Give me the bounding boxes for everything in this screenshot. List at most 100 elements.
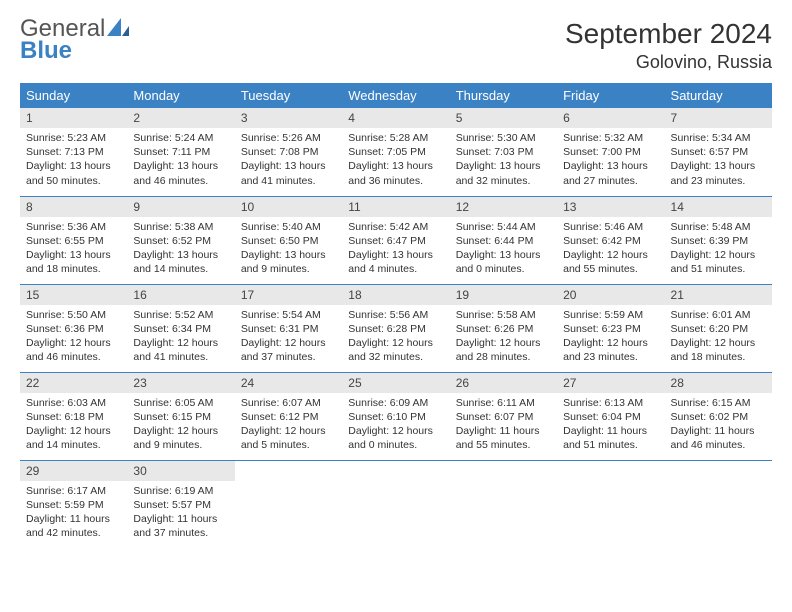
daylight-text: Daylight: 11 hours and 46 minutes. — [671, 424, 766, 452]
day-body: Sunrise: 6:15 AMSunset: 6:02 PMDaylight:… — [665, 393, 772, 457]
calendar-cell: 17Sunrise: 5:54 AMSunset: 6:31 PMDayligh… — [235, 284, 342, 372]
calendar-cell: 30Sunrise: 6:19 AMSunset: 5:57 PMDayligh… — [127, 460, 234, 548]
calendar-cell: 12 Sunrise: 5:44 AMSunset: 6:44 PMDayligh… — [450, 196, 557, 284]
calendar-cell: 21Sunrise: 6:01 AMSunset: 6:20 PMDayligh… — [665, 284, 772, 372]
daylight-text: Daylight: 12 hours and 0 minutes. — [348, 424, 443, 452]
sunset-text: Sunset: 6:02 PM — [671, 410, 766, 424]
sunset-text: Sunset: 6:15 PM — [133, 410, 228, 424]
day-number: 29 — [20, 461, 127, 481]
day-number: 30 — [127, 461, 234, 481]
calendar-cell: 19Sunrise: 5:58 AMSunset: 6:26 PMDayligh… — [450, 284, 557, 372]
sunset-text: Sunset: 7:08 PM — [241, 145, 336, 159]
day-number: 4 — [342, 108, 449, 128]
daylight-text: Daylight: 13 hours and 14 minutes. — [133, 248, 228, 276]
day-number: 12 — [450, 197, 557, 217]
day-number: 24 — [235, 373, 342, 393]
sunrise-text: Sunrise: 5:30 AM — [456, 131, 551, 145]
day-number: 1 — [20, 108, 127, 128]
sunset-text: Sunset: 7:03 PM — [456, 145, 551, 159]
day-number: 3 — [235, 108, 342, 128]
day-number: 11 — [342, 197, 449, 217]
sunset-text: Sunset: 7:00 PM — [563, 145, 658, 159]
sunrise-text: Sunrise: 6:11 AM — [456, 396, 551, 410]
calendar-cell: 13Sunrise: 5:46 AMSunset: 6:42 PMDayligh… — [557, 196, 664, 284]
logo-line2: Blue — [20, 37, 72, 64]
sunrise-text: Sunrise: 6:01 AM — [671, 308, 766, 322]
calendar-cell: 2Sunrise: 5:24 AMSunset: 7:11 PMDaylight… — [127, 108, 234, 196]
daylight-text: Daylight: 12 hours and 51 minutes. — [671, 248, 766, 276]
daylight-text: Daylight: 13 hours and 0 minutes. — [456, 248, 551, 276]
sunrise-text: Sunrise: 5:26 AM — [241, 131, 336, 145]
calendar-cell: 25Sunrise: 6:09 AMSunset: 6:10 PMDayligh… — [342, 372, 449, 460]
day-number: 15 — [20, 285, 127, 305]
calendar-cell: 28Sunrise: 6:15 AMSunset: 6:02 PMDayligh… — [665, 372, 772, 460]
day-number: 23 — [127, 373, 234, 393]
weekday-header: Tuesday — [235, 83, 342, 108]
sunset-text: Sunset: 5:59 PM — [26, 498, 121, 512]
weekday-header: Friday — [557, 83, 664, 108]
sunrise-text: Sunrise: 5:44 AM — [456, 220, 551, 234]
day-body: Sunrise: 6:09 AMSunset: 6:10 PMDaylight:… — [342, 393, 449, 457]
sunrise-text: Sunrise: 6:05 AM — [133, 396, 228, 410]
calendar-cell: 14Sunrise: 5:48 AMSunset: 6:39 PMDayligh… — [665, 196, 772, 284]
day-body: Sunrise: 6:01 AMSunset: 6:20 PMDaylight:… — [665, 305, 772, 369]
sunset-text: Sunset: 6:44 PM — [456, 234, 551, 248]
sunset-text: Sunset: 6:50 PM — [241, 234, 336, 248]
day-body: Sunrise: 5:52 AMSunset: 6:34 PMDaylight:… — [127, 305, 234, 369]
calendar-cell: 8Sunrise: 5:36 AMSunset: 6:55 PMDaylight… — [20, 196, 127, 284]
calendar-cell: 4Sunrise: 5:28 AMSunset: 7:05 PMDaylight… — [342, 108, 449, 196]
day-body: Sunrise: 6:05 AMSunset: 6:15 PMDaylight:… — [127, 393, 234, 457]
sunrise-text: Sunrise: 6:15 AM — [671, 396, 766, 410]
calendar-week-row: 29Sunrise: 6:17 AMSunset: 5:59 PMDayligh… — [20, 460, 772, 548]
day-number: 13 — [557, 197, 664, 217]
daylight-text: Daylight: 12 hours and 14 minutes. — [26, 424, 121, 452]
daylight-text: Daylight: 12 hours and 18 minutes. — [671, 336, 766, 364]
sunrise-text: Sunrise: 5:36 AM — [26, 220, 121, 234]
sunrise-text: Sunrise: 5:59 AM — [563, 308, 658, 322]
calendar-week-row: 15Sunrise: 5:50 AMSunset: 6:36 PMDayligh… — [20, 284, 772, 372]
calendar-cell: 9Sunrise: 5:38 AMSunset: 6:52 PMDaylight… — [127, 196, 234, 284]
sunset-text: Sunset: 7:05 PM — [348, 145, 443, 159]
weekday-header: Saturday — [665, 83, 772, 108]
daylight-text: Daylight: 13 hours and 18 minutes. — [26, 248, 121, 276]
day-number: 25 — [342, 373, 449, 393]
day-number: 27 — [557, 373, 664, 393]
day-body: Sunrise: 5:26 AMSunset: 7:08 PMDaylight:… — [235, 128, 342, 192]
sunrise-text: Sunrise: 5:52 AM — [133, 308, 228, 322]
day-body: Sunrise: 5:46 AMSunset: 6:42 PMDaylight:… — [557, 217, 664, 281]
weekday-header: Wednesday — [342, 83, 449, 108]
sunrise-text: Sunrise: 6:03 AM — [26, 396, 121, 410]
sunset-text: Sunset: 6:23 PM — [563, 322, 658, 336]
sunset-text: Sunset: 6:18 PM — [26, 410, 121, 424]
day-body: Sunrise: 6:19 AMSunset: 5:57 PMDaylight:… — [127, 481, 234, 545]
day-number: 21 — [665, 285, 772, 305]
sunset-text: Sunset: 6:10 PM — [348, 410, 443, 424]
day-body: Sunrise: 5:56 AMSunset: 6:28 PMDaylight:… — [342, 305, 449, 369]
location: Golovino, Russia — [565, 52, 772, 73]
day-body: Sunrise: 5:48 AMSunset: 6:39 PMDaylight:… — [665, 217, 772, 281]
weekday-header-row: Sunday Monday Tuesday Wednesday Thursday… — [20, 83, 772, 108]
sunset-text: Sunset: 6:47 PM — [348, 234, 443, 248]
day-body: Sunrise: 5:40 AMSunset: 6:50 PMDaylight:… — [235, 217, 342, 281]
calendar-cell — [342, 460, 449, 548]
daylight-text: Daylight: 13 hours and 9 minutes. — [241, 248, 336, 276]
day-body: Sunrise: 6:07 AMSunset: 6:12 PMDaylight:… — [235, 393, 342, 457]
sunrise-text: Sunrise: 5:56 AM — [348, 308, 443, 322]
daylight-text: Daylight: 12 hours and 32 minutes. — [348, 336, 443, 364]
sunset-text: Sunset: 6:39 PM — [671, 234, 766, 248]
day-number: 10 — [235, 197, 342, 217]
day-number: 8 — [20, 197, 127, 217]
logo: General Blue — [20, 18, 129, 61]
sunrise-text: Sunrise: 5:42 AM — [348, 220, 443, 234]
sunrise-text: Sunrise: 5:32 AM — [563, 131, 658, 145]
month-title: September 2024 — [565, 18, 772, 50]
day-number: 7 — [665, 108, 772, 128]
daylight-text: Daylight: 13 hours and 4 minutes. — [348, 248, 443, 276]
daylight-text: Daylight: 12 hours and 46 minutes. — [26, 336, 121, 364]
daylight-text: Daylight: 12 hours and 28 minutes. — [456, 336, 551, 364]
day-number: 6 — [557, 108, 664, 128]
calendar-week-row: 22Sunrise: 6:03 AMSunset: 6:18 PMDayligh… — [20, 372, 772, 460]
day-body: Sunrise: 5:38 AMSunset: 6:52 PMDaylight:… — [127, 217, 234, 281]
day-number: 9 — [127, 197, 234, 217]
daylight-text: Daylight: 11 hours and 42 minutes. — [26, 512, 121, 540]
